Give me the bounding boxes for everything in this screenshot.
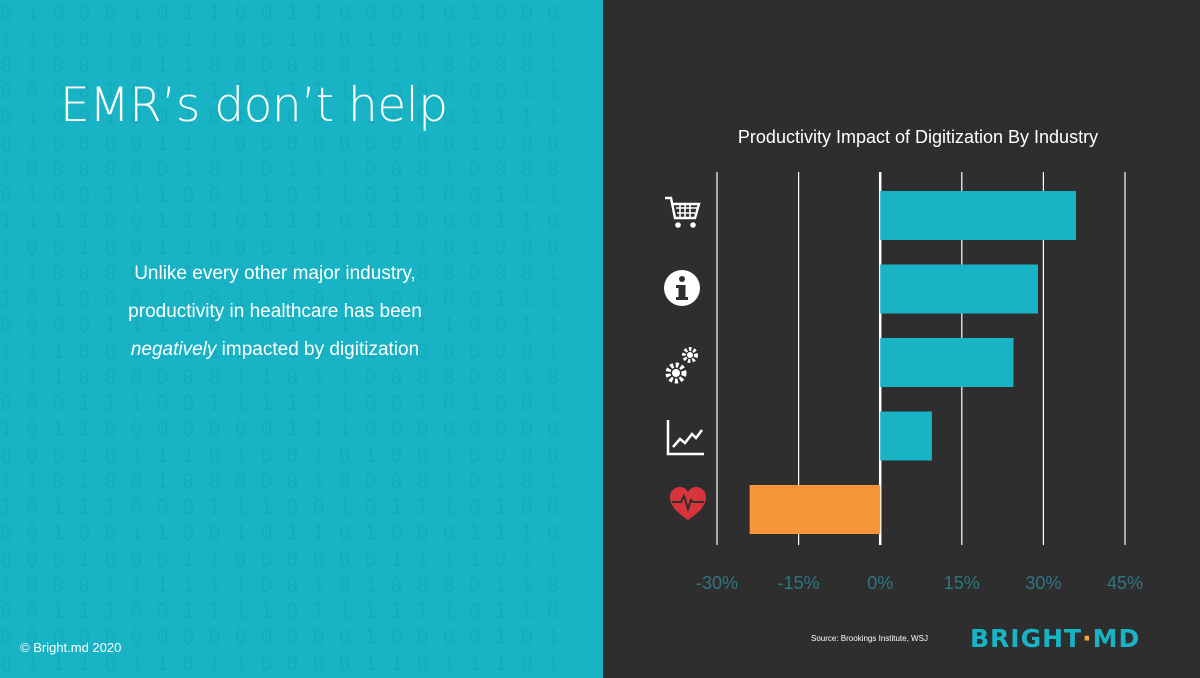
body-emphasis: negatively [130,339,217,360]
logo-text-md: MD [1092,624,1141,653]
copyright: © Bright.md 2020 [20,640,122,655]
line-chart-icon [666,420,704,456]
body-line-2: productivity in healthcare has been [128,301,422,322]
gears-icon [665,347,698,384]
source-note: Source: Brookings Institute, WSJ [811,634,928,643]
bright-md-logo: BRIGHT·MD [970,624,1140,653]
info-icon [664,270,700,306]
x-tick-label: 15% [944,573,980,593]
left-panel: 0100010110011000101000 11001001100100100… [0,0,603,678]
binary-background-pattern: 0100010110011000101000 11001001100100100… [0,1,573,678]
x-tick-label: -30% [696,573,738,593]
bar-shopping-cart [880,191,1077,240]
body-line-1: Unlike every other major industry, [134,263,416,284]
slide-body-text: Unlike every other major industry, produ… [60,255,490,369]
x-tick-label: 0% [867,573,893,593]
chart-title: Productivity Impact of Digitization By I… [738,127,1098,147]
heart-pulse-icon [670,487,706,520]
body-line-3-rest: impacted by digitization [216,339,420,360]
shopping-cart-icon [665,196,701,228]
productivity-chart: Productivity Impact of Digitization By I… [664,127,1143,593]
body-line-3: negatively impacted by digitization [60,331,490,369]
logo-text-bright: BRIGHT [970,624,1083,653]
chart-tick-labels: -30% -15% 0% 15% 30% 45% [696,573,1143,593]
bar-line-chart [880,411,932,461]
x-tick-label: -15% [778,573,820,593]
x-tick-label: 45% [1107,573,1143,593]
right-panel: Productivity Impact of Digitization By I… [603,0,1200,678]
bar-gears [880,338,1014,387]
bar-heart-pulse [749,485,881,534]
x-tick-label: 30% [1025,573,1061,593]
chart-bars [749,191,1077,534]
bar-info [880,264,1038,314]
logo-dot: · [1082,624,1093,653]
slide-title: EMR’s don’t help [60,78,448,133]
